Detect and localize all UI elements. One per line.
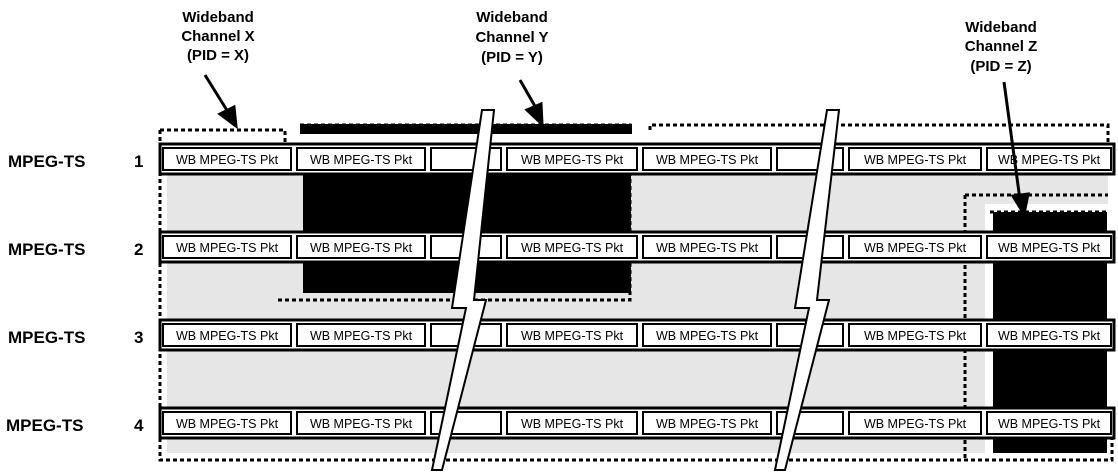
packet-label: WB MPEG-TS Pkt [176,153,279,167]
packet-cell [642,323,772,347]
packet-label: WB MPEG-TS Pkt [176,417,279,431]
packet-cell [642,235,772,259]
packet-label: WB MPEG-TS Pkt [521,153,624,167]
mpeg-ts-row: WB MPEG-TS Pkt WB MPEG-TS Pkt WB MPEG-TS P… [8,142,1116,176]
packet-label: WB MPEG-TS Pkt [998,241,1101,255]
packet-cell [506,411,638,435]
packet-label: WB MPEG-TS Pkt [310,153,413,167]
packet-label: WB MPEG-TS Pkt [310,417,413,431]
channel-y-label-line3: (PID = Y) [481,49,543,66]
row-label-name: MPEG-TS [8,240,85,259]
channel-y-outline [278,165,632,302]
arrow-y-shaft [518,79,538,109]
packet-cell [296,411,426,435]
packet-label: WB MPEG-TS Pkt [864,153,967,167]
packet-cell [162,323,292,347]
packet-cell [506,235,638,259]
packet-cell [506,147,638,171]
channel-z-label-line1: Wideband [965,19,1037,36]
packet-label: WB MPEG-TS Pkt [998,329,1101,343]
packet-cell [296,323,426,347]
channel-z-label-line2: Channel Z [965,38,1038,55]
row-label-name: MPEG-TS [8,152,85,171]
packet-cell [986,411,1112,435]
packet-label: WB MPEG-TS Pkt [176,241,279,255]
packet-cell [162,147,292,171]
row-label-number: 2 [134,240,143,259]
packet-label: WB MPEG-TS Pkt [176,329,279,343]
packet-cell [506,323,638,347]
packet-cell [296,147,426,171]
arrow-z-head [1010,192,1030,219]
packet-label: WB MPEG-TS Pkt [864,329,967,343]
packet-cell [986,147,1112,171]
row-label-name: MPEG-TS [6,416,83,435]
arrow-z-shaft [1002,81,1022,201]
packet-label: WB MPEG-TS Pkt [864,241,967,255]
row-label-number: 3 [134,328,143,347]
channel-y-label-line2: Channel Y [475,29,548,46]
channel-z-label-line3: (PID = Z) [970,58,1031,75]
packet-cell [162,411,292,435]
packet-cell [162,235,292,259]
packet-label: WB MPEG-TS Pkt [310,241,413,255]
packet-label: WB MPEG-TS Pkt [310,329,413,343]
arrow-x-shaft [203,74,230,113]
packet-cell [986,235,1112,259]
break-line-left [430,109,496,471]
arrow-x-head [217,104,238,130]
channel-x-label-line2: Channel X [181,28,254,45]
packet-label: WB MPEG-TS Pkt [521,241,624,255]
packet-cell [642,411,772,435]
row-label-name: MPEG-TS [8,328,85,347]
packet-cell [848,411,982,435]
arrow-y-head [524,101,544,128]
packet-cell [848,235,982,259]
packet-label: WB MPEG-TS Pkt [656,153,759,167]
packet-label: WB MPEG-TS Pkt [998,153,1101,167]
packet-label: WB MPEG-TS Pkt [656,329,759,343]
break-line-right [773,109,841,471]
channel-x-label-line1: Wideband [182,9,254,26]
packet-label: WB MPEG-TS Pkt [656,241,759,255]
mpeg-ts-row: WB MPEG-TS Pkt WB MPEG-TS Pkt WB MPEG-TS P… [8,230,1116,264]
packet-label: WB MPEG-TS Pkt [864,417,967,431]
mpeg-ts-row: WB MPEG-TS Pkt WB MPEG-TS Pkt WB MPEG-TS P… [8,318,1116,352]
packet-label: WB MPEG-TS Pkt [656,417,759,431]
row-label-number: 1 [134,152,143,171]
mpeg-ts-row: WB MPEG-TS Pkt WB MPEG-TS Pkt WB MPEG-TS P… [6,406,1116,440]
packet-cell [642,147,772,171]
packet-label: WB MPEG-TS Pkt [998,417,1101,431]
packet-label: WB MPEG-TS Pkt [521,417,624,431]
packet-cell [296,235,426,259]
packet-cell [986,323,1112,347]
channel-y-label-line1: Wideband [476,9,548,26]
channel-y-top-band [300,124,632,134]
channel-x-label-line3: (PID = X) [187,47,249,64]
packet-cell [848,323,982,347]
packet-label: WB MPEG-TS Pkt [521,329,624,343]
row-label-number: 4 [134,416,144,435]
packet-cell [848,147,982,171]
